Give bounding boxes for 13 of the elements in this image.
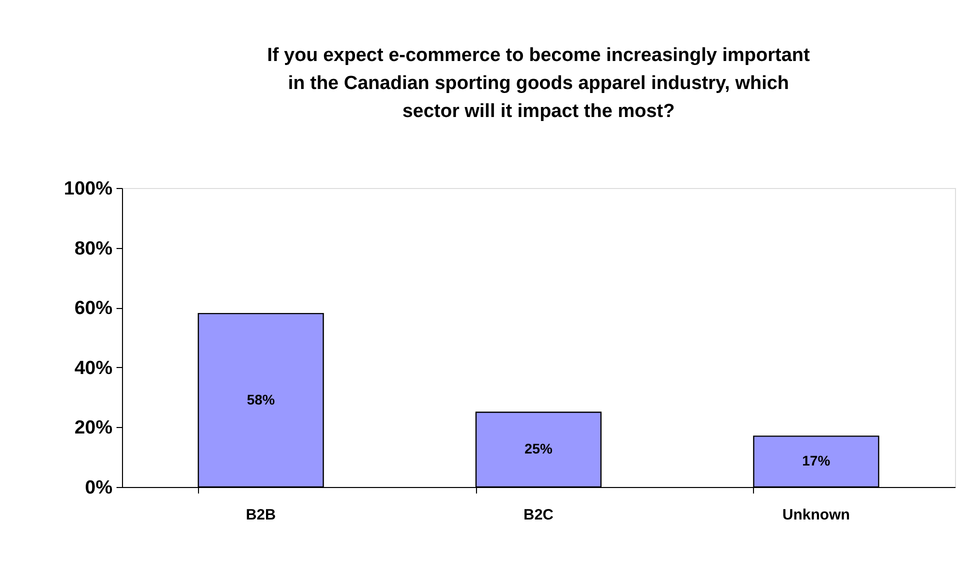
x-tick-label: B2C xyxy=(523,506,554,524)
y-tick-label: 20% xyxy=(74,418,113,439)
y-tick-label: 0% xyxy=(85,478,113,498)
y-tick-label: 60% xyxy=(74,298,113,320)
data-label: 17% xyxy=(802,452,831,469)
y-tick-label: 80% xyxy=(74,238,113,260)
x-tick-label: Unknown xyxy=(782,506,850,524)
y-tick-label: 40% xyxy=(74,358,113,379)
data-label: 58% xyxy=(246,391,276,408)
y-tick-label: 100% xyxy=(64,178,113,200)
data-label: 25% xyxy=(524,440,554,457)
x-tick-label: B2B xyxy=(246,506,276,524)
chart-title: If you expect e-commerce to become increasingly important in the Canadian sporting goods apparel industry, which sector will it impact the most? xyxy=(267,45,811,122)
